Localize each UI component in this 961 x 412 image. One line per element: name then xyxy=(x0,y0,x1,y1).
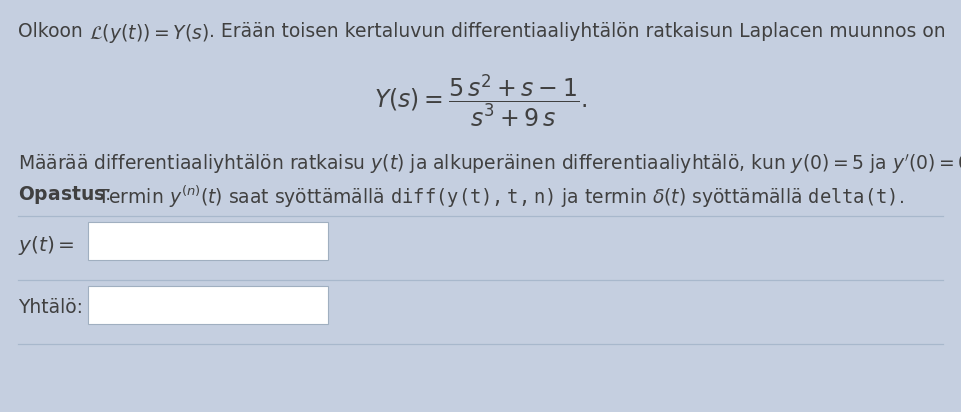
Text: Olkoon: Olkoon xyxy=(18,22,88,41)
Text: $\mathbf{Opastus}$:: $\mathbf{Opastus}$: xyxy=(18,184,111,206)
Text: Termin $y^{(n)}(t)$ saat syöttämällä $\mathtt{diff(y(t),t,n)}$ ja termin $\delta: Termin $y^{(n)}(t)$ saat syöttämällä $\m… xyxy=(97,184,904,210)
Text: $\mathcal{L}(y(t)) = Y(s)$: $\mathcal{L}(y(t)) = Y(s)$ xyxy=(88,22,209,45)
FancyBboxPatch shape xyxy=(88,286,328,324)
Text: $Y(s) = \dfrac{5\,s^2 + s - 1}{s^3 + 9\,s}.$: $Y(s) = \dfrac{5\,s^2 + s - 1}{s^3 + 9\,… xyxy=(374,72,586,129)
Text: . Erään toisen kertaluvun differentiaaliyhtälön ratkaisun Laplacen muunnos on: . Erään toisen kertaluvun differentiaali… xyxy=(209,22,946,41)
Text: Määrää differentiaaliyhtälön ratkaisu $y(t)$ ja alkuperäinen differentiaaliyhtäl: Määrää differentiaaliyhtälön ratkaisu $y… xyxy=(18,152,961,176)
Text: Yhtälö:: Yhtälö: xyxy=(18,298,83,317)
Text: $y(t) =$: $y(t) =$ xyxy=(18,234,75,257)
FancyBboxPatch shape xyxy=(88,222,328,260)
